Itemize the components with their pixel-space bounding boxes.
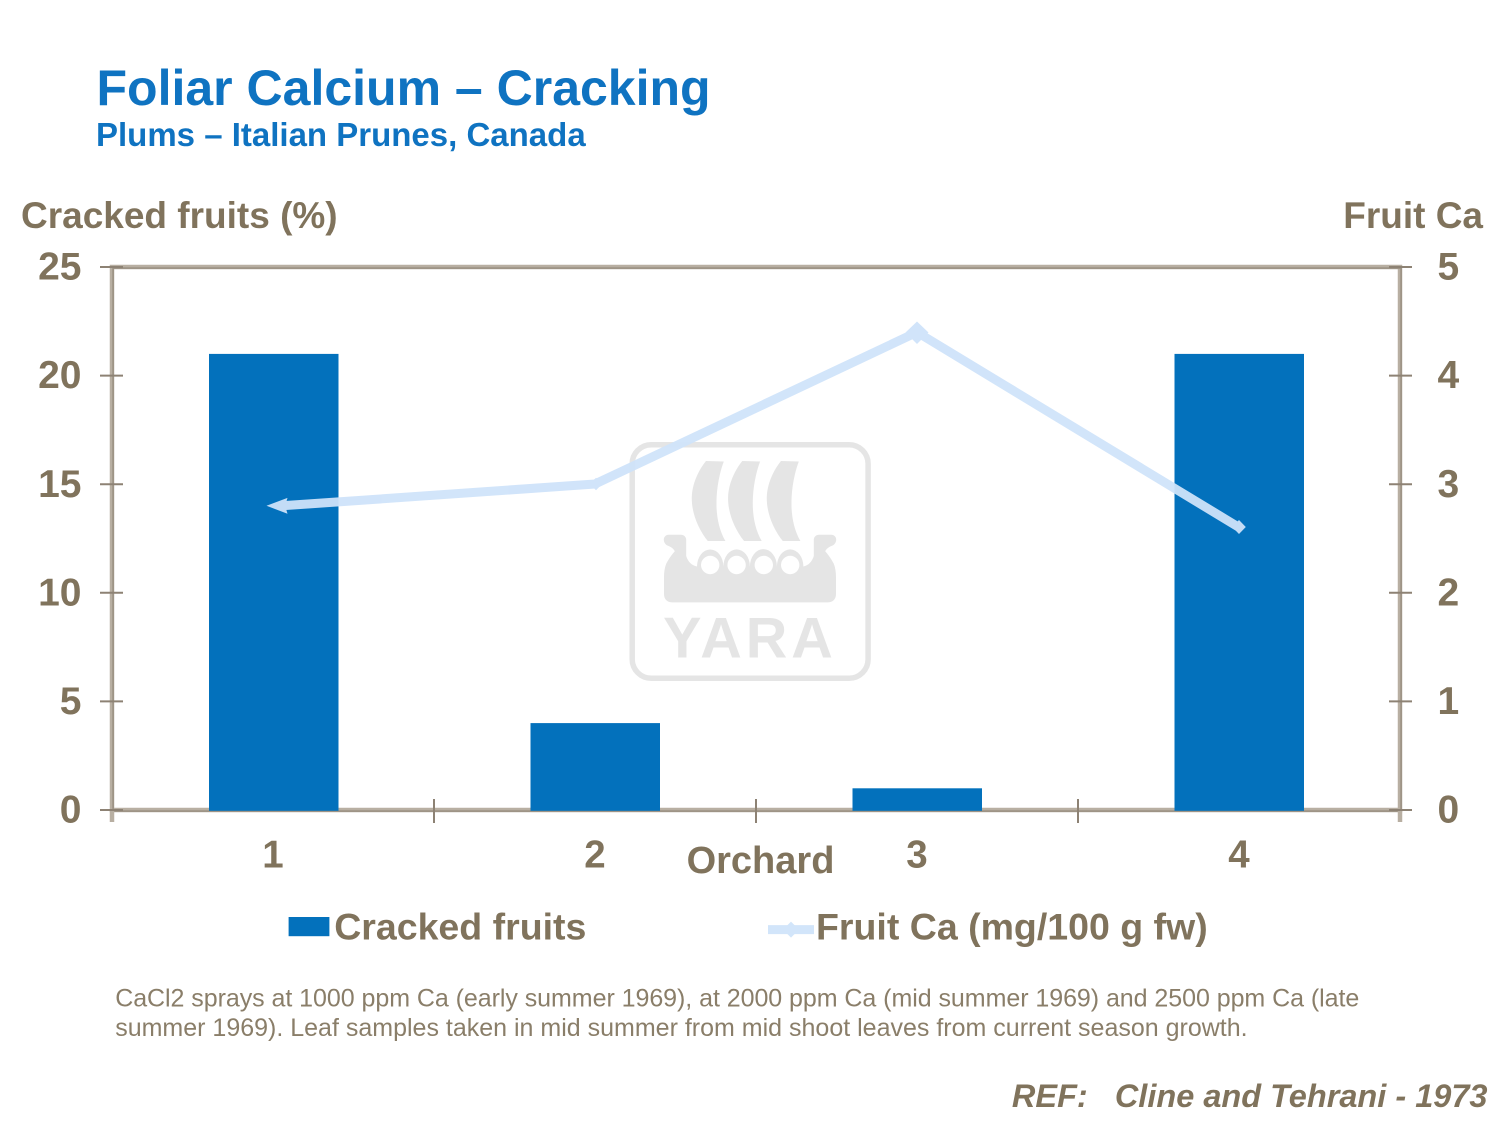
svg-text:Fruit Ca (mg/100 g fw): Fruit Ca (mg/100 g fw) bbox=[816, 906, 1208, 948]
svg-text:5: 5 bbox=[60, 680, 82, 723]
svg-text:CaCl2 sprays at 1000 ppm Ca (e: CaCl2 sprays at 1000 ppm Ca (early summe… bbox=[115, 984, 1359, 1012]
svg-text:15: 15 bbox=[38, 463, 81, 506]
svg-text:Plums – Italian Prunes, Canada: Plums – Italian Prunes, Canada bbox=[96, 116, 586, 153]
svg-text:Cracked fruits (%): Cracked fruits (%) bbox=[21, 195, 338, 236]
svg-text:4: 4 bbox=[1438, 354, 1460, 397]
svg-text:REF: Cline and Tehrani - 197: REF: Cline and Tehrani - 1973 bbox=[1012, 1078, 1488, 1114]
svg-text:1: 1 bbox=[1438, 680, 1460, 723]
svg-text:2: 2 bbox=[1438, 572, 1460, 615]
svg-text:10: 10 bbox=[38, 572, 81, 615]
svg-text:0: 0 bbox=[60, 789, 82, 832]
svg-text:3: 3 bbox=[1438, 463, 1460, 506]
svg-text:YARA: YARA bbox=[663, 607, 837, 671]
svg-text:summer 1969). Leaf samples tak: summer 1969). Leaf samples taken in mid … bbox=[115, 1014, 1247, 1042]
svg-text:Foliar Calcium – Cracking: Foliar Calcium – Cracking bbox=[97, 60, 711, 116]
svg-text:Cracked fruits: Cracked fruits bbox=[334, 906, 586, 948]
svg-text:20: 20 bbox=[38, 354, 81, 397]
svg-text:Orchard: Orchard bbox=[687, 840, 835, 882]
svg-text:Fruit Ca: Fruit Ca bbox=[1343, 195, 1483, 236]
svg-text:4: 4 bbox=[1228, 834, 1250, 877]
svg-text:3: 3 bbox=[906, 834, 927, 877]
svg-text:25: 25 bbox=[38, 246, 81, 289]
svg-text:2: 2 bbox=[584, 834, 605, 877]
svg-text:5: 5 bbox=[1438, 246, 1460, 289]
svg-text:0: 0 bbox=[1438, 789, 1460, 832]
svg-text:1: 1 bbox=[262, 834, 283, 877]
